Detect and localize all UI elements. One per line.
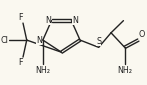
- Text: NH₂: NH₂: [35, 66, 50, 75]
- Text: N: N: [36, 36, 42, 45]
- Text: NH₂: NH₂: [117, 66, 132, 75]
- Text: N: N: [72, 16, 78, 25]
- Text: S: S: [96, 37, 101, 46]
- Text: Cl: Cl: [1, 36, 9, 45]
- Text: F: F: [18, 58, 22, 67]
- Text: O: O: [139, 30, 145, 39]
- Text: F: F: [18, 13, 22, 22]
- Text: N: N: [45, 16, 51, 25]
